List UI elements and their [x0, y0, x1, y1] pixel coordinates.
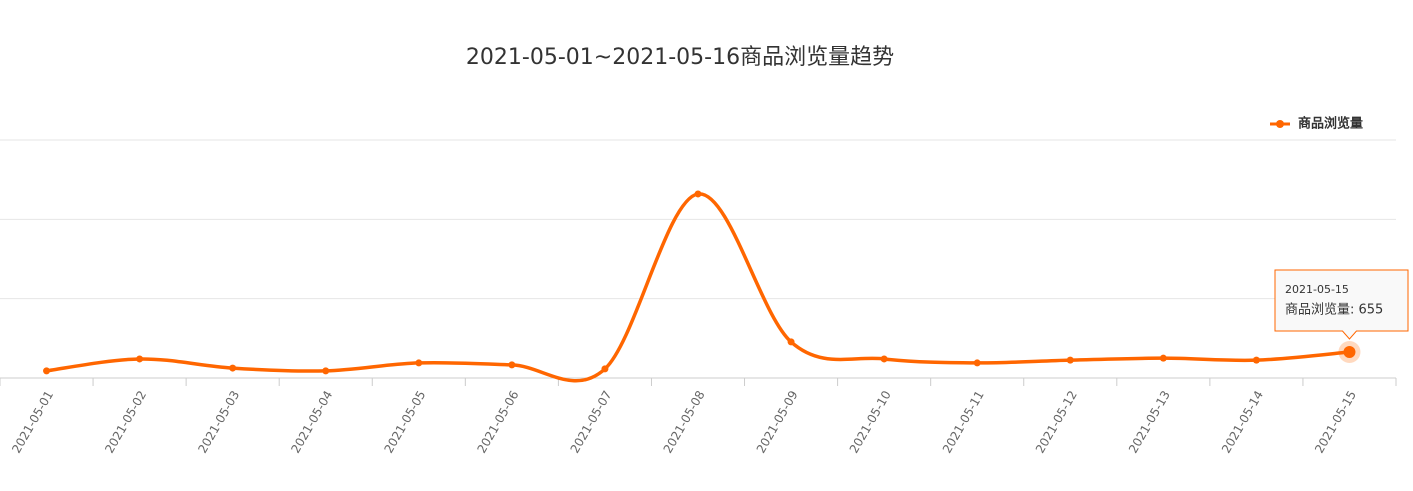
x-tick-label: 2021-05-12: [1033, 388, 1080, 455]
x-tick-label: 2021-05-08: [661, 388, 708, 455]
point: [322, 367, 330, 375]
x-tick-label: 2021-05-04: [288, 388, 335, 455]
point: [229, 364, 237, 372]
line: [46, 192, 1350, 383]
chart-title: 2021-05-01~2021-05-16商品浏览量趋势: [466, 45, 894, 70]
x-tick-label: 2021-05-01: [9, 388, 56, 455]
point: [973, 359, 981, 367]
point: [508, 361, 516, 369]
point: [415, 359, 423, 367]
x-tick-label: 2021-05-14: [1219, 388, 1266, 455]
point: [880, 355, 888, 363]
point: [43, 367, 51, 375]
x-tick-label: 2021-05-10: [847, 388, 894, 455]
x-tick-label: 2021-05-13: [1126, 388, 1173, 455]
tooltip-box: [1274, 269, 1409, 340]
x-tick-label: 2021-05-07: [568, 388, 615, 455]
x-tick-label: 2021-05-05: [381, 388, 428, 455]
legend-dot: [1276, 120, 1284, 128]
point: [1252, 356, 1260, 364]
point: [694, 190, 702, 198]
tooltip-label: 商品浏览量: 655: [1285, 302, 1383, 318]
x-tick-label: 2021-05-03: [195, 388, 242, 455]
point: [1066, 356, 1074, 364]
point: [1159, 354, 1167, 362]
tooltip-title: 2021-05-15: [1285, 283, 1349, 296]
point: [787, 338, 795, 346]
x-tick-label: 2021-05-02: [102, 388, 149, 455]
legend-label: 商品浏览量: [1298, 116, 1363, 132]
hover-point: [1343, 346, 1356, 359]
x-tick-label: 2021-05-11: [940, 388, 987, 455]
x-tick-label: 2021-05-09: [754, 388, 801, 455]
x-tick-label: 2021-05-15: [1312, 388, 1359, 455]
x-tick-label: 2021-05-06: [474, 388, 521, 455]
point: [601, 365, 609, 373]
point: [136, 355, 144, 363]
